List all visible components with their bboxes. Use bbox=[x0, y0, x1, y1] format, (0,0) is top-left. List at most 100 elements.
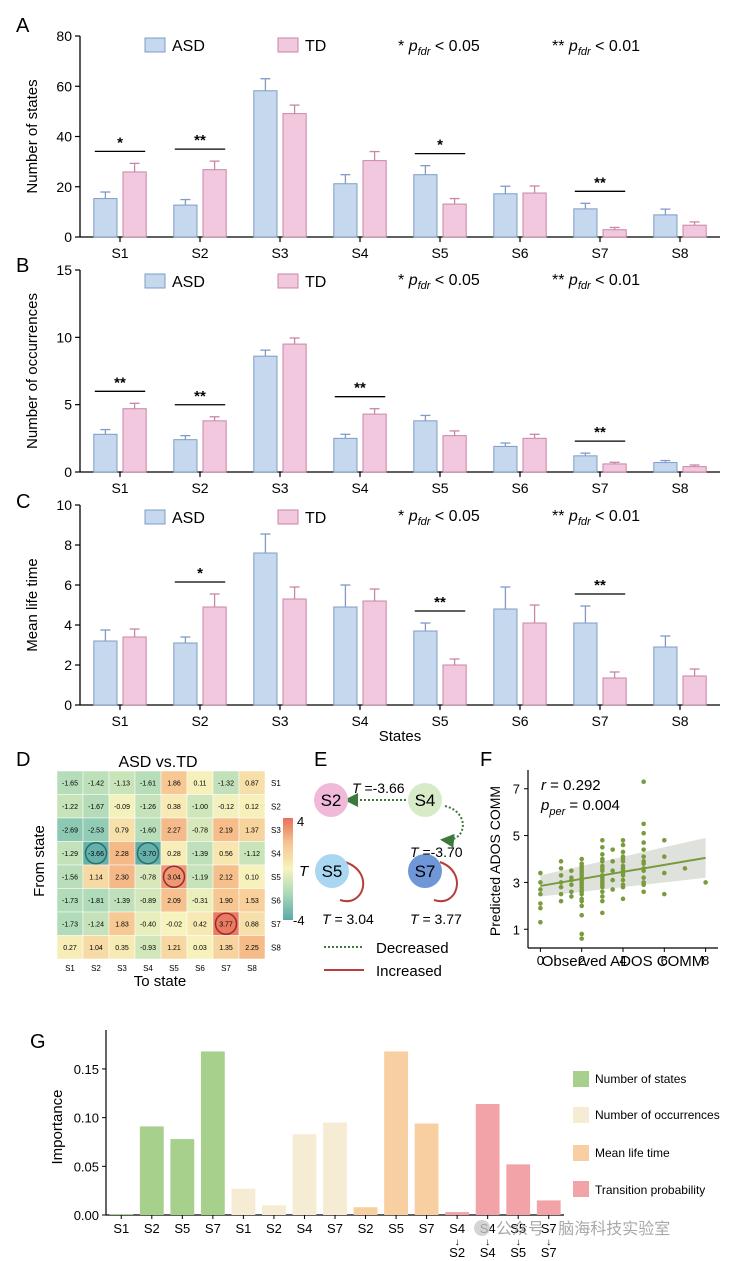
x-tick-label: 4 bbox=[619, 953, 626, 968]
importance-bar bbox=[353, 1207, 378, 1215]
panel-g-label: G bbox=[30, 1031, 46, 1053]
scatter-point bbox=[569, 882, 574, 888]
significance-mark: ** bbox=[594, 174, 606, 191]
significance-mark: ** bbox=[194, 388, 206, 405]
chart-b-legend: ASD TD * pfdr < 0.05 ** pfdr < 0.01 bbox=[144, 272, 640, 292]
heatmap-cell-value: 2.30 bbox=[115, 874, 129, 881]
panel-g: G Importance 0.00 0.05 0.10 0.15 S1 S2 S5 S7 S1 S… bbox=[30, 1030, 720, 1260]
x-tick-label: S5 bbox=[431, 245, 448, 261]
heatmap: -1.65 -1.42 -1.13 -1.61 1.86 0.11 -1.32 0.87 -1.… bbox=[56, 770, 281, 973]
legend-decreased-label: Decreased bbox=[376, 940, 449, 957]
bar-asd bbox=[173, 439, 198, 473]
t-s4-s4: T =-3.70 bbox=[410, 844, 463, 860]
x-tick-label: S1 bbox=[111, 713, 128, 729]
legend-g-swatch-1 bbox=[573, 1071, 589, 1087]
scatter-point bbox=[558, 891, 564, 897]
bar-td bbox=[442, 664, 467, 706]
x-tick-label: S1 bbox=[111, 480, 128, 496]
heatmap-cell-value: -1.32 bbox=[218, 780, 234, 787]
y-tick-label: 3 bbox=[513, 875, 520, 890]
scatter-point bbox=[538, 880, 543, 885]
scatter-point bbox=[579, 868, 584, 874]
scatter-point bbox=[620, 896, 626, 902]
legend-asd-swatch bbox=[144, 509, 166, 525]
scatter-point bbox=[600, 880, 605, 885]
legend-g-label-2: Number of occurrences bbox=[595, 1108, 720, 1122]
scatter-point bbox=[610, 868, 615, 874]
scatter-point bbox=[600, 866, 605, 871]
scatter-point bbox=[600, 844, 605, 850]
x-tick-label: S6 bbox=[511, 480, 528, 496]
heatmap-col-label: S6 bbox=[195, 964, 205, 973]
bar-asd bbox=[253, 552, 278, 706]
scatter-point bbox=[538, 891, 543, 897]
scatter-point bbox=[569, 868, 574, 874]
heatmap-cell-value: -1.61 bbox=[140, 780, 156, 787]
x-tick-label: S4 bbox=[351, 480, 368, 496]
watermark-text: 公众号 · 脑海科技实验室 bbox=[496, 1220, 670, 1238]
scatter-point bbox=[641, 866, 646, 871]
y-tick-label: 1 bbox=[513, 922, 520, 937]
y-tick-label: 10 bbox=[56, 497, 72, 513]
node-s2-label: S2 bbox=[321, 791, 342, 810]
scatter-point bbox=[641, 854, 646, 859]
chart-b: 0 5 10 15 Number of occurrences S1 ** S2 ** S3 S4 *… bbox=[24, 262, 720, 496]
y-tick-label: 5 bbox=[64, 397, 72, 413]
bar-asd bbox=[493, 445, 518, 473]
bar-asd bbox=[413, 630, 438, 706]
scatter-point bbox=[620, 877, 626, 883]
scatter-point bbox=[620, 856, 626, 862]
heatmap-cell-value: 0.79 bbox=[115, 827, 129, 834]
heatmap-cell-value: -1.13 bbox=[114, 780, 130, 787]
heatmap-cell-value: -1.22 bbox=[62, 804, 78, 811]
chart-a: 0 20 40 60 80 Number of states S1 * S2 ** S3 S4 S5 * S… bbox=[24, 28, 720, 261]
bar-asd bbox=[573, 622, 598, 706]
x-tick-label-to: S2 bbox=[449, 1245, 465, 1260]
importance-bar bbox=[231, 1188, 256, 1215]
scatter-point bbox=[579, 856, 584, 862]
y-axis-label: Number of states bbox=[24, 79, 41, 193]
heatmap-row-label: S7 bbox=[271, 920, 281, 929]
bar-td bbox=[682, 224, 707, 238]
scatter-point bbox=[600, 852, 605, 857]
legend-g-label-1: Number of states bbox=[595, 1072, 686, 1086]
bar-asd bbox=[93, 198, 118, 238]
bar-asd bbox=[93, 433, 118, 473]
heatmap-cell-value: 2.27 bbox=[167, 827, 181, 834]
chart-a-legend: ASD TD * pfdr < 0.05 ** pfdr < 0.01 bbox=[144, 37, 640, 58]
scatter-point bbox=[641, 840, 646, 845]
heatmap-cell-value: -0.78 bbox=[192, 827, 208, 834]
significance-mark: ** bbox=[194, 132, 206, 149]
heatmap-cell-value: -2.53 bbox=[88, 827, 104, 834]
sig-legend-2: ** pfdr < 0.01 bbox=[552, 272, 640, 292]
bar-td bbox=[202, 606, 227, 706]
scatter-point bbox=[682, 866, 688, 871]
x-tick-label: S7 bbox=[327, 1221, 343, 1236]
heatmap-cell-value: 1.37 bbox=[245, 827, 259, 834]
scatter-point bbox=[538, 870, 543, 876]
scatter-point bbox=[662, 891, 667, 897]
node-s5 bbox=[315, 854, 349, 888]
legend-asd-label: ASD bbox=[172, 510, 205, 527]
legend-td-label: TD bbox=[305, 274, 326, 291]
scatter-point bbox=[610, 887, 615, 892]
x-tick-label: S5 bbox=[431, 713, 448, 729]
significance-mark: * bbox=[437, 137, 443, 154]
heatmap-cell-value: 1.53 bbox=[245, 898, 259, 905]
legend-increased-label: Increased bbox=[376, 963, 442, 980]
heatmap-cell-value: 0.10 bbox=[245, 874, 259, 881]
x-tick-label: S5 bbox=[174, 1221, 190, 1236]
x-tick-arrow: ↓ bbox=[546, 1237, 551, 1248]
bar-asd bbox=[653, 462, 678, 473]
x-tick-label: S1 bbox=[113, 1221, 129, 1236]
panel-f-label: F bbox=[480, 749, 492, 771]
scatter-point bbox=[569, 877, 574, 883]
heatmap-cell-value: 0.88 bbox=[245, 921, 259, 928]
bar-asd bbox=[93, 640, 118, 706]
importance-bar bbox=[475, 1104, 500, 1215]
chart-g: 0.00 0.05 0.10 0.15 S1 S2 S5 S7 S1 S2 S4 S7 S2 S5 S7 S4… bbox=[74, 1030, 564, 1260]
heatmap-col-label: S4 bbox=[143, 964, 153, 973]
y-tick-label: 60 bbox=[56, 78, 72, 94]
scatter-point bbox=[610, 859, 615, 864]
heatmap-circle bbox=[162, 865, 186, 888]
